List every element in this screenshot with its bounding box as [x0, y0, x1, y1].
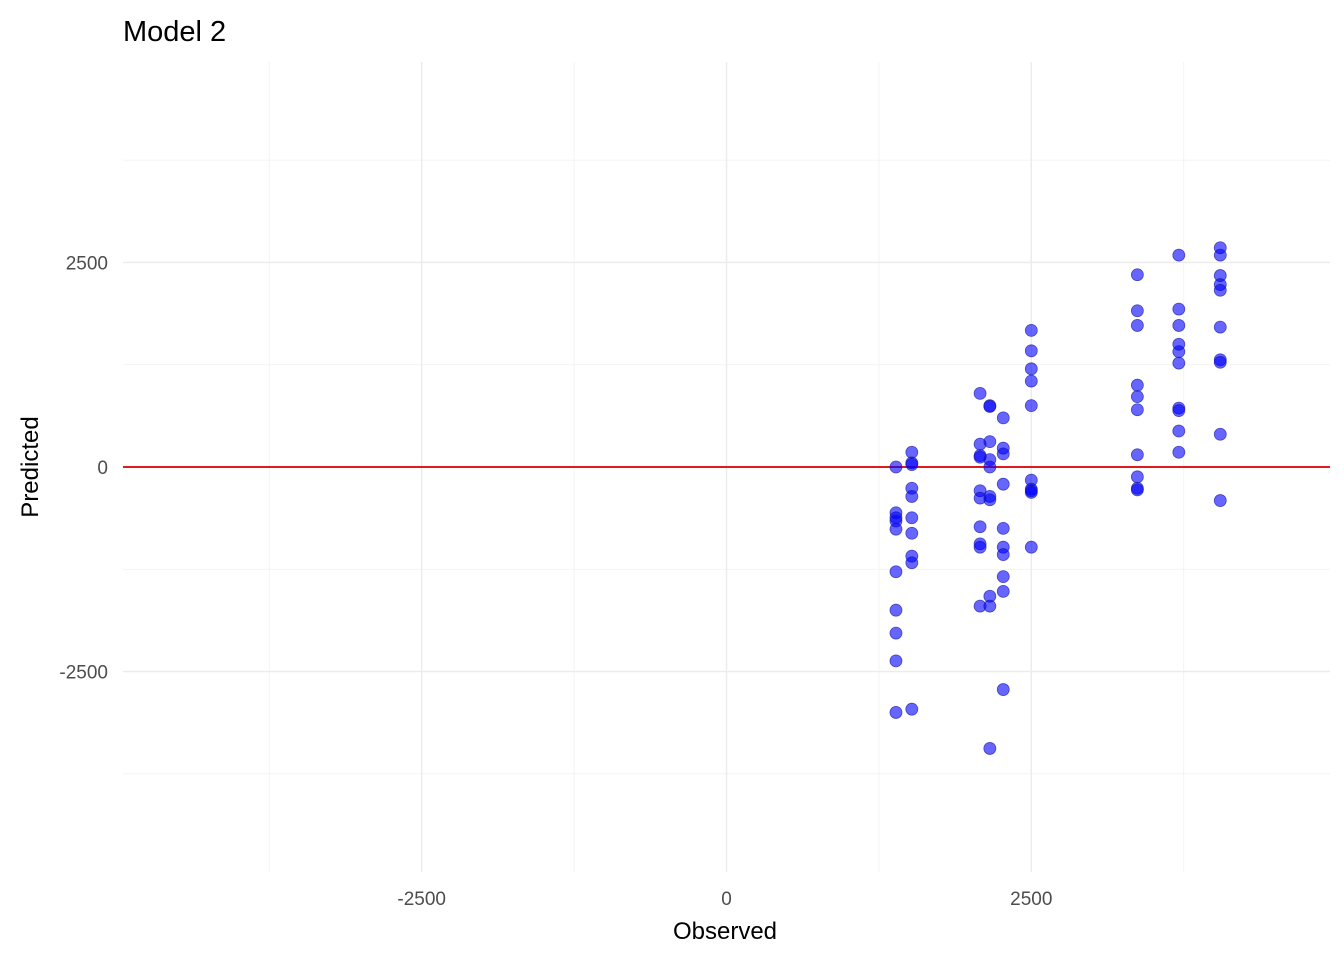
data-point — [1130, 448, 1144, 462]
data-point — [1130, 304, 1144, 318]
data-point — [983, 400, 997, 413]
data-point — [996, 548, 1010, 561]
data-point — [1024, 344, 1038, 358]
data-point — [905, 556, 919, 570]
data-point — [1172, 319, 1186, 332]
data-point — [889, 654, 903, 668]
y-tick-label: 2500 — [66, 253, 108, 274]
y-tick-labels: -2500 0 2500 — [59, 253, 108, 683]
data-point — [1024, 374, 1038, 388]
data-point — [1172, 302, 1186, 316]
x-tick-label: 0 — [721, 889, 732, 910]
chart-title: Model 2 — [123, 16, 226, 48]
data-point — [996, 683, 1010, 696]
data-point — [983, 493, 997, 507]
data-point — [889, 460, 903, 474]
x-tick-label: -2500 — [397, 889, 446, 910]
data-point — [996, 411, 1010, 425]
data-point — [889, 565, 903, 579]
data-point — [1130, 319, 1144, 332]
data-point — [1024, 362, 1038, 376]
data-point — [1130, 403, 1144, 417]
data-point — [1024, 399, 1038, 413]
x-tick-label: 2500 — [1010, 889, 1052, 910]
data-point — [889, 603, 903, 617]
y-axis-title: Predicted — [17, 416, 44, 517]
data-point — [905, 511, 919, 525]
data-point — [1130, 378, 1144, 392]
data-points — [889, 241, 1227, 755]
data-point — [996, 570, 1010, 584]
data-point — [983, 460, 997, 474]
data-point — [1130, 470, 1144, 484]
data-point — [1130, 483, 1144, 497]
data-point — [905, 445, 919, 459]
data-point — [973, 386, 987, 400]
data-point — [1172, 424, 1186, 438]
data-point — [905, 526, 919, 540]
data-point — [996, 584, 1010, 598]
data-point — [889, 706, 903, 719]
data-point — [1172, 248, 1186, 262]
data-point — [983, 742, 997, 755]
x-tick-labels: -2500 0 2500 — [397, 889, 1052, 910]
y-tick-label: -2500 — [59, 663, 108, 684]
data-point — [1213, 355, 1227, 369]
data-point — [889, 522, 903, 536]
data-point — [1172, 356, 1186, 370]
data-point — [1130, 390, 1144, 404]
data-point — [1172, 345, 1186, 359]
data-point — [1213, 248, 1227, 262]
data-point — [996, 447, 1010, 461]
data-point — [1130, 268, 1144, 282]
y-tick-label: 0 — [97, 458, 108, 479]
data-point — [996, 477, 1010, 491]
data-point — [1024, 485, 1038, 499]
data-point — [983, 599, 997, 613]
data-point — [1213, 320, 1227, 334]
data-point — [973, 520, 987, 534]
data-point — [1024, 540, 1038, 554]
data-point — [889, 626, 903, 640]
x-axis-title: Observed — [673, 918, 777, 945]
data-point — [996, 521, 1010, 535]
data-point — [1172, 445, 1186, 459]
data-point — [905, 458, 919, 471]
data-point — [983, 435, 997, 449]
data-point — [905, 702, 919, 716]
data-point — [1213, 283, 1227, 297]
data-point — [905, 490, 919, 503]
data-point — [973, 540, 987, 554]
data-point — [1024, 323, 1038, 337]
data-point — [1213, 494, 1227, 507]
data-point — [1172, 404, 1186, 417]
data-point — [1213, 427, 1227, 441]
